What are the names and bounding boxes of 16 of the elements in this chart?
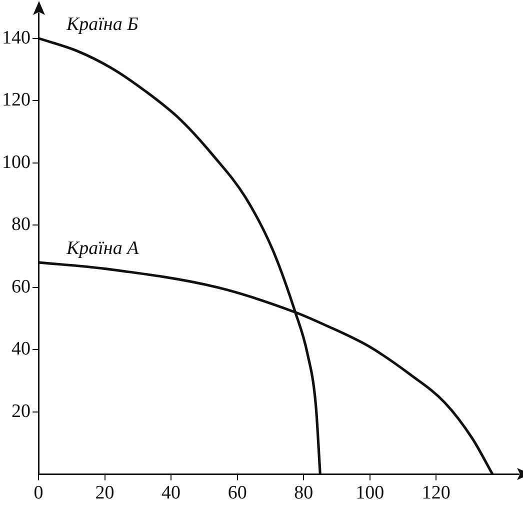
y-tick-label: 120 [2, 90, 30, 111]
x-tick-label: 100 [356, 482, 384, 504]
y-tick-label: 100 [2, 152, 30, 173]
y-tick-label: 40 [12, 338, 30, 360]
x-tick-label: 0 [34, 482, 44, 504]
y-tick-label: 80 [12, 214, 30, 236]
series-label: Країна А [66, 238, 140, 259]
x-tick-label: 20 [95, 482, 114, 504]
x-tick-label: 120 [422, 482, 450, 504]
x-tick-label: 80 [294, 482, 314, 504]
y-tick-label: 140 [2, 27, 30, 48]
x-tick-label: 60 [228, 482, 247, 504]
series-label: Країна Б [66, 14, 138, 35]
x-tick-label: 40 [162, 482, 181, 504]
y-tick-label: 20 [12, 400, 30, 422]
y-tick-label: 60 [12, 276, 30, 298]
